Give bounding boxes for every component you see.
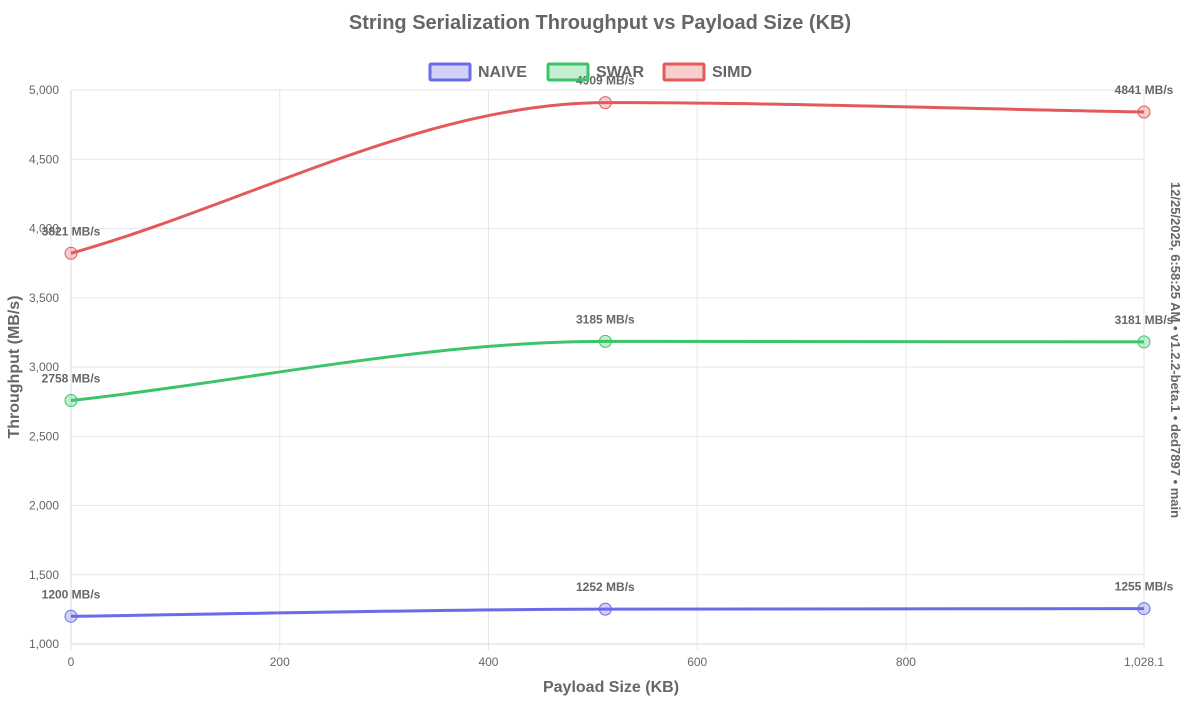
legend-label-swar: SWAR [596, 64, 644, 81]
data-label-naive: 1200 MB/s [42, 587, 101, 601]
data-label-swar: 3185 MB/s [576, 312, 635, 326]
y-tick-label: 3,000 [29, 360, 59, 374]
data-labels: 1200 MB/s 1252 MB/s 1255 MB/s 2758 MB/s 3185… [42, 74, 1174, 602]
y-tick-label: 3,500 [29, 291, 59, 305]
y-tick-label: 1,500 [29, 568, 59, 582]
series-lines [70, 101, 1145, 618]
y-tick-label: 4,500 [29, 152, 59, 166]
data-point-naive[interactable] [1137, 602, 1151, 616]
data-point-swar[interactable] [598, 334, 612, 348]
legend-swatch-naive [428, 62, 472, 82]
y-tick-label: 5,000 [29, 83, 59, 97]
series-line-simd [70, 101, 1145, 255]
data-label-swar: 2758 MB/s [42, 372, 101, 386]
data-point-simd[interactable] [1137, 105, 1151, 119]
data-label-simd: 4841 MB/s [1115, 83, 1174, 97]
data-point-simd[interactable] [64, 246, 78, 260]
data-point-simd[interactable] [598, 96, 612, 110]
y-axis-title: Throughput (MB/s) [6, 295, 23, 438]
data-point-naive[interactable] [598, 602, 612, 616]
build-info-note: 12/25/2025, 6:58:25 AM • v1.2.2-beta.1 •… [1168, 182, 1183, 518]
data-point-swar[interactable] [64, 394, 78, 408]
x-tick-label: 1,028.1 [1124, 655, 1164, 669]
series-line-swar [70, 339, 1145, 403]
series-line-naive [70, 607, 1145, 618]
data-label-naive: 1252 MB/s [576, 580, 635, 594]
data-points [64, 96, 1151, 623]
x-tick-label: 0 [68, 655, 75, 669]
legend-label-simd: SIMD [712, 64, 752, 81]
x-tick-label: 800 [896, 655, 916, 669]
x-tick-label: 600 [687, 655, 707, 669]
y-tick-label: 2,500 [29, 429, 59, 443]
legend-item-naive[interactable]: NAIVE [428, 62, 527, 82]
x-tick-label: 400 [478, 655, 498, 669]
data-label-simd: 3821 MB/s [42, 224, 101, 238]
data-point-swar[interactable] [1137, 335, 1151, 349]
data-label-naive: 1255 MB/s [1115, 580, 1174, 594]
x-tick-label: 200 [270, 655, 290, 669]
y-tick-label: 1,000 [29, 637, 59, 651]
data-label-swar: 3181 MB/s [1115, 313, 1174, 327]
legend-label-naive: NAIVE [478, 64, 527, 81]
x-axis-title: Payload Size (KB) [543, 679, 679, 696]
y-tick-label: 2,000 [29, 499, 59, 513]
legend-swatch-simd [662, 62, 706, 82]
y-tick-label: 4,000 [29, 222, 59, 236]
data-point-naive[interactable] [64, 609, 78, 623]
legend-item-simd[interactable]: SIMD [662, 62, 752, 82]
legend-swatch-swar [546, 62, 590, 82]
axes: 1,000 1,500 2,000 2,500 3,000 3,500 4,000 4,500… [29, 83, 1164, 669]
legend[interactable]: NAIVE SWAR SIMD [428, 62, 752, 82]
data-label-simd: 4909 MB/s [576, 74, 635, 88]
legend-item-swar[interactable]: SWAR [546, 62, 644, 82]
chart-title: String Serialization Throughput vs Paylo… [349, 12, 851, 34]
grid [70, 89, 1145, 650]
